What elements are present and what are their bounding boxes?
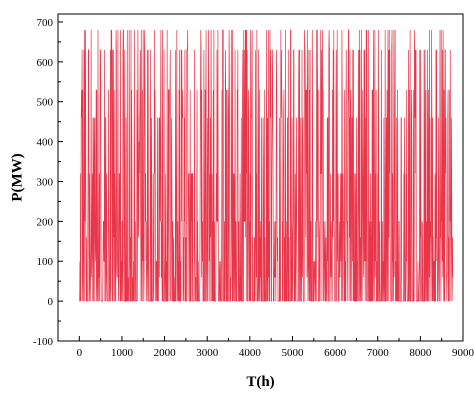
y-tick-label: 0 bbox=[48, 296, 54, 308]
x-tick-label: 8000 bbox=[409, 347, 432, 359]
x-axis-title: T(h) bbox=[246, 374, 274, 390]
y-tick-label: 700 bbox=[37, 17, 54, 29]
y-tick-label: 500 bbox=[37, 97, 54, 109]
series-line-0 bbox=[79, 29, 454, 302]
y-tick-label: 200 bbox=[37, 216, 54, 228]
y-tick-label: 100 bbox=[37, 256, 54, 268]
x-tick-label: 3000 bbox=[196, 347, 219, 359]
x-tick-label: 5000 bbox=[281, 347, 304, 359]
y-axis: -100 0 100 200 300 400 500 600 700 bbox=[33, 17, 63, 348]
y-tick-label: 600 bbox=[37, 57, 54, 69]
plot-frame bbox=[57, 13, 464, 342]
y-tick-label: 400 bbox=[37, 137, 54, 149]
series-layer bbox=[79, 29, 454, 302]
x-tick-label: 2000 bbox=[154, 347, 177, 359]
y-tick-label: 300 bbox=[37, 176, 54, 188]
x-axis: 0 1000 2000 3000 4000 5000 6000 7000 8000 9000 bbox=[77, 336, 474, 359]
x-tick-label: 0 bbox=[77, 347, 83, 359]
y-axis-title: P(MW) bbox=[9, 153, 25, 201]
x-tick-label: 4000 bbox=[239, 347, 262, 359]
x-tick-label: 9000 bbox=[452, 347, 474, 359]
x-tick-label: 6000 bbox=[324, 347, 347, 359]
y-tick-label: -100 bbox=[33, 336, 54, 348]
x-tick-label: 7000 bbox=[367, 347, 390, 359]
x-tick-label: 1000 bbox=[111, 347, 134, 359]
